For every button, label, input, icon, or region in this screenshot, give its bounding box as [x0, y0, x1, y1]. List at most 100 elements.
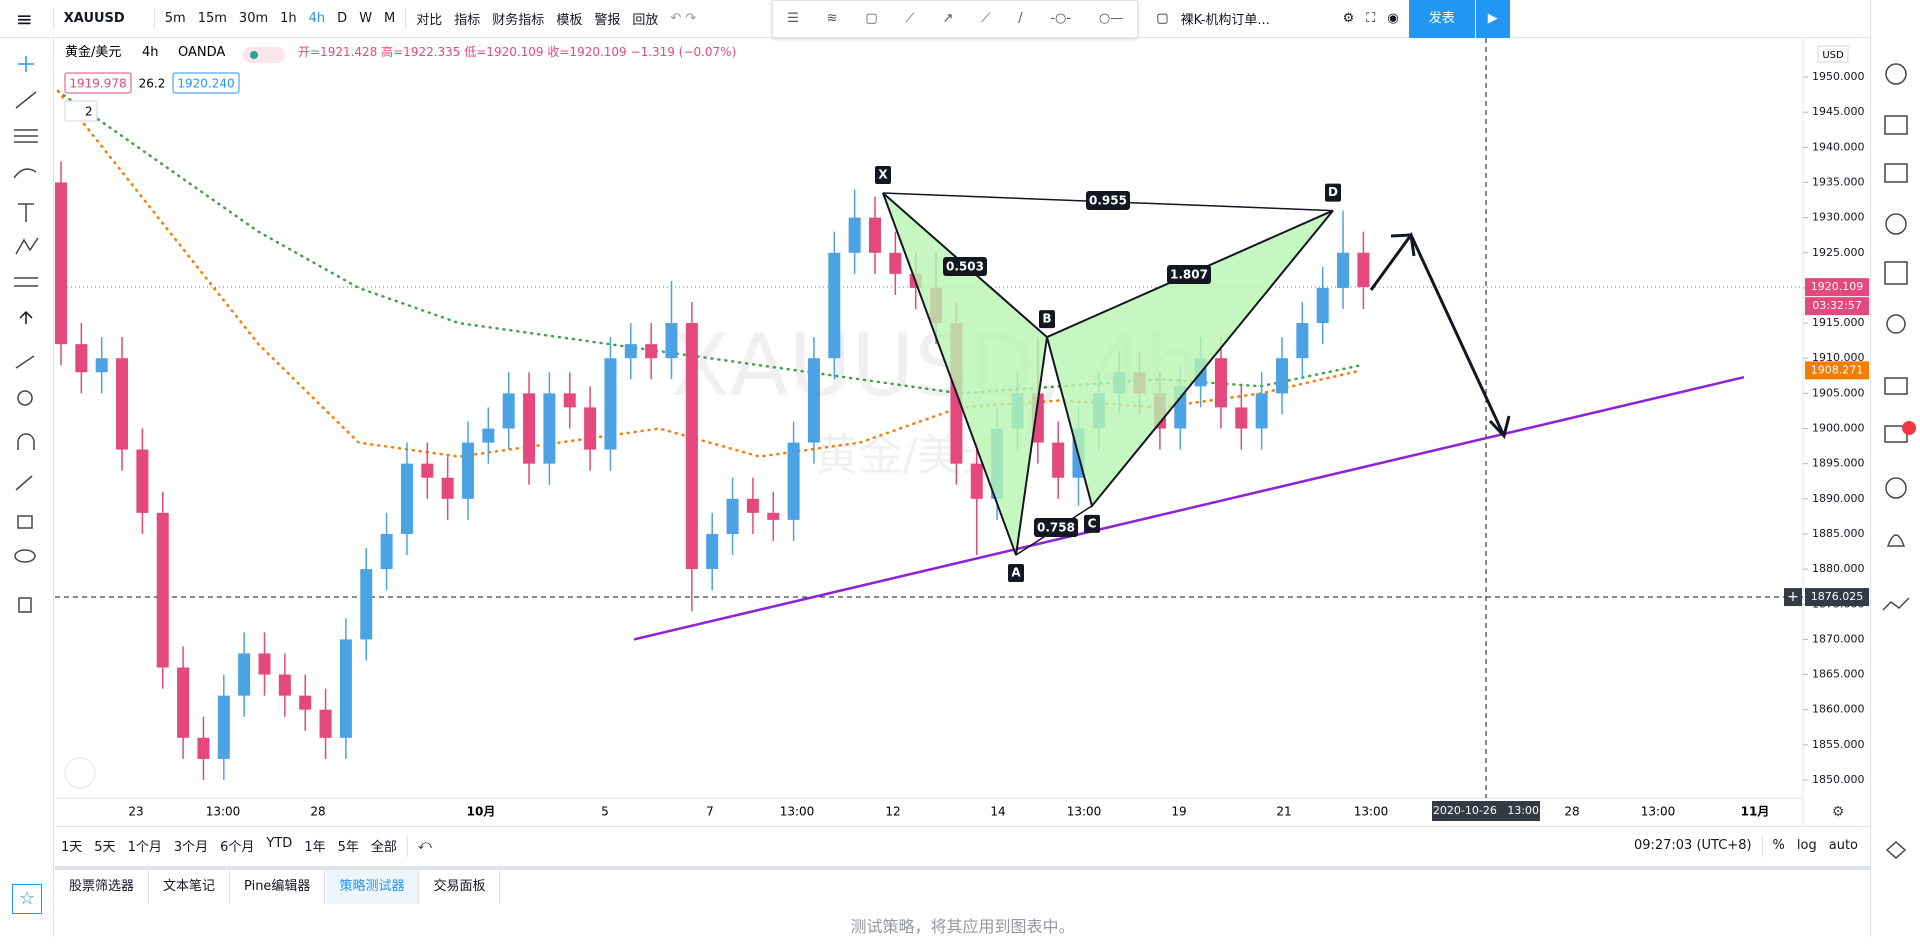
panel-tab[interactable]: 文本笔记	[149, 870, 231, 904]
idea-icon[interactable]	[1886, 314, 1906, 334]
play-button[interactable]: ▶	[1474, 0, 1510, 38]
list-icon[interactable]	[1884, 163, 1908, 183]
panel-tab[interactable]: 股票筛选器	[55, 870, 150, 904]
range-button[interactable]: 1个月	[127, 840, 162, 855]
range-button[interactable]: 5天	[94, 840, 116, 855]
market-icon[interactable]	[1882, 597, 1910, 611]
fib-tool[interactable]	[14, 129, 38, 143]
panel-tab[interactable]: Pine编辑器	[230, 870, 326, 904]
pattern-tool[interactable]	[15, 237, 39, 255]
range-button[interactable]: 全部	[370, 840, 397, 855]
ratio-box	[1167, 265, 1211, 284]
range-button[interactable]: 3个月	[173, 840, 209, 855]
fullscreen[interactable]: ⛶	[1366, 11, 1376, 26]
toolbar-button[interactable]: 指标	[454, 13, 481, 28]
toolbar-button[interactable]: 警报	[594, 13, 621, 28]
text-tool[interactable]	[18, 203, 34, 222]
candle-body	[624, 344, 637, 359]
visibility-tool[interactable]	[14, 549, 36, 563]
tool[interactable]: ⟋	[981, 11, 991, 26]
watchlist-star[interactable]: ☆	[12, 884, 42, 914]
range-button[interactable]: 5年	[337, 840, 359, 855]
interval-button[interactable]: 1h	[280, 11, 297, 26]
layers-icon[interactable]	[1885, 840, 1907, 860]
interval-button[interactable]: W	[359, 11, 373, 26]
time-label-box	[1432, 801, 1540, 821]
menu-button[interactable]: ≡	[16, 6, 33, 31]
tool[interactable]: ▢	[865, 11, 878, 26]
collapse-button[interactable]	[64, 100, 98, 122]
logo[interactable]	[64, 757, 96, 789]
publish-button[interactable]: 发表	[1408, 0, 1475, 38]
interval-button[interactable]: 5m	[164, 11, 186, 26]
alarm-icon[interactable]	[1885, 63, 1907, 85]
candle-body	[1235, 407, 1248, 429]
interval-button[interactable]: 4h	[308, 11, 326, 26]
candle-body	[665, 323, 678, 359]
stream-icon[interactable]	[1885, 477, 1907, 499]
trash-tool[interactable]	[18, 597, 32, 613]
interval-button[interactable]: 30m	[238, 11, 269, 26]
snapshot[interactable]: ◉	[1387, 11, 1399, 26]
symbol-search[interactable]: XAUUSD	[63, 11, 125, 26]
rect-tool[interactable]: ▢	[1156, 11, 1169, 26]
x-tick-label: 13:00	[1354, 805, 1389, 819]
tool[interactable]: /	[1018, 11, 1023, 26]
scale-option[interactable]: auto	[1828, 838, 1858, 853]
x-tick-label: 5	[601, 805, 609, 819]
tool[interactable]: ↗	[942, 11, 954, 26]
lock-tool[interactable]	[17, 515, 33, 529]
panel-tab[interactable]: 交易面板	[419, 870, 501, 904]
ruler-tool[interactable]	[15, 355, 35, 369]
magnet-tool[interactable]	[17, 433, 35, 450]
toolbar-button[interactable]: 回放	[632, 13, 659, 28]
prediction-tool[interactable]	[14, 277, 38, 287]
goto-date[interactable]: ⤺	[417, 838, 432, 853]
toolbar-buttons: 对比 指标 财务指标 模板 警报 回放	[410, 9, 664, 28]
chat-icon[interactable]	[1884, 377, 1908, 395]
interval-button[interactable]: M	[384, 11, 396, 26]
toolbar-button[interactable]: 模板	[556, 13, 583, 28]
toolbar-button[interactable]: 对比	[416, 13, 443, 28]
news-icon[interactable]	[1884, 115, 1908, 135]
brush-tool[interactable]	[13, 168, 37, 179]
tool[interactable]: ☰	[787, 11, 799, 26]
interval-button[interactable]: D	[337, 11, 348, 26]
scale-option[interactable]: %	[1772, 838, 1785, 853]
range-button[interactable]: 6个月	[220, 840, 255, 855]
pattern-point-box	[1008, 564, 1024, 583]
layout-name[interactable]: 裸K-机构订单...	[1180, 13, 1270, 28]
toolbar-button[interactable]: 财务指标	[492, 13, 545, 28]
undo-redo[interactable]: ↶ ↷	[670, 11, 697, 26]
tool[interactable]: ⟋	[905, 11, 915, 26]
range-list: 1天 5天 1个月 3个月 6个月 YTD 1年 5年 全部	[55, 836, 403, 855]
candle-body	[360, 569, 373, 640]
moving-average	[56, 89, 1363, 458]
calendar-icon[interactable]	[1884, 261, 1908, 285]
range-button[interactable]: 1天	[61, 840, 83, 855]
ratio-label: 1.807	[1170, 268, 1208, 282]
arrow-tool[interactable]	[19, 310, 33, 324]
tool[interactable]: ≋	[826, 11, 838, 26]
arrowhead	[1488, 415, 1511, 440]
interval-button[interactable]: 15m	[197, 11, 227, 26]
chart-icon[interactable]	[1885, 213, 1907, 235]
range-button[interactable]: YTD	[266, 836, 293, 851]
scale-option[interactable]: log	[1796, 838, 1817, 853]
pattern-point-box	[1084, 514, 1100, 533]
settings[interactable]: ⚙	[1342, 11, 1355, 26]
collapsed-count: 2	[85, 105, 93, 119]
zoom-tool[interactable]	[17, 390, 33, 406]
y-tick-label: 1895.000	[1812, 457, 1865, 470]
pattern-point-label: B	[1042, 312, 1051, 326]
y-tick-label: 1865.000	[1812, 668, 1865, 681]
tool[interactable]: ○—	[1098, 11, 1124, 26]
tool[interactable]: -○-	[1050, 11, 1072, 26]
range-button[interactable]: 1年	[304, 840, 326, 855]
y-tick-label: 1885.000	[1812, 527, 1865, 540]
notify-icon[interactable]	[1886, 534, 1906, 547]
lock-draw[interactable]	[15, 475, 33, 491]
cursor-tool[interactable]	[18, 56, 34, 72]
trend-tool[interactable]	[15, 91, 37, 109]
panel-tab[interactable]: 策略测试器	[325, 870, 420, 904]
